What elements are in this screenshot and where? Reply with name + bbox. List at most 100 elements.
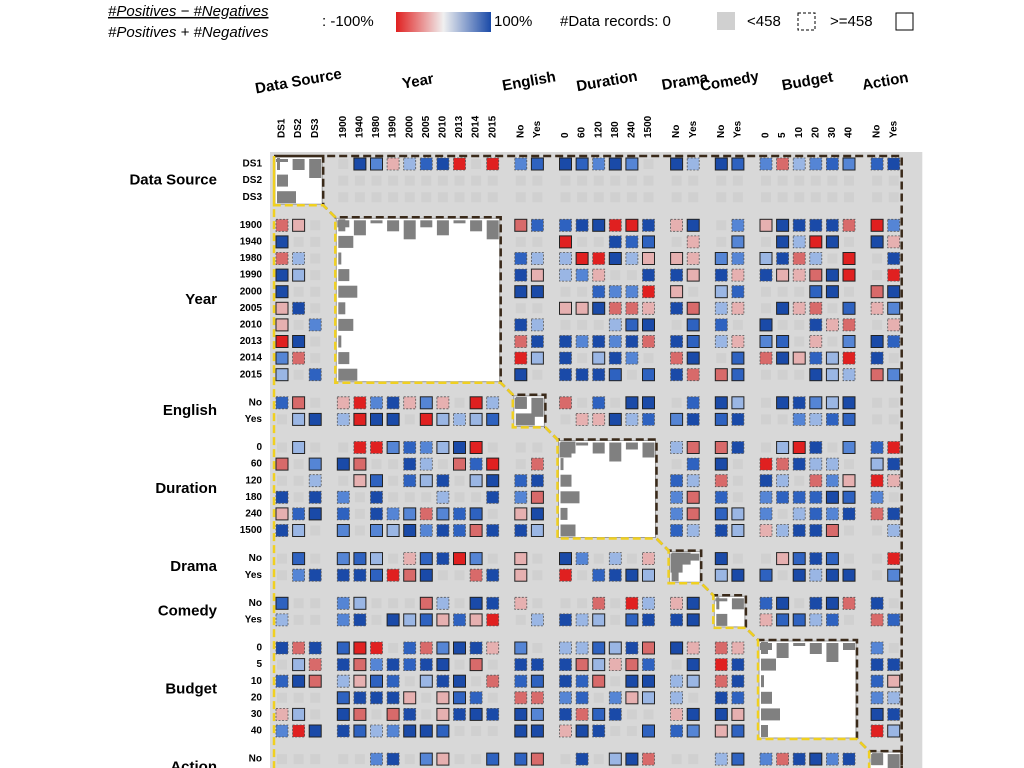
column-label: 0: [761, 132, 772, 138]
cell: [714, 285, 728, 299]
cell: [870, 707, 884, 721]
cell: [776, 218, 790, 232]
empty-cell: [844, 286, 854, 297]
empty-cell: [577, 286, 588, 297]
cell: [436, 524, 450, 537]
cell: [592, 285, 606, 299]
empty-cell: [827, 175, 838, 186]
cell: [436, 707, 450, 721]
hist-bar: [560, 507, 568, 520]
cell: [792, 441, 806, 454]
cell: [292, 252, 306, 265]
hist-bar: [716, 597, 720, 610]
cell: [670, 218, 683, 232]
cell: [514, 596, 528, 610]
column-label: No: [716, 125, 727, 138]
cell: [514, 474, 528, 488]
empty-cell: [421, 192, 432, 203]
empty-cell: [404, 492, 415, 503]
cell: [453, 641, 466, 655]
cell: [759, 268, 773, 282]
empty-cell: [532, 175, 543, 186]
cell: [592, 335, 606, 348]
cell: [436, 474, 450, 488]
empty-cell: [371, 459, 382, 470]
empty-cell: [643, 175, 654, 186]
cell: [419, 658, 433, 671]
cell: [842, 490, 856, 504]
cell: [670, 351, 683, 365]
cell: [292, 335, 306, 348]
cell: [275, 613, 289, 627]
cell: [670, 524, 683, 537]
cell: [592, 658, 606, 672]
row-label: 1990: [240, 270, 263, 281]
empty-cell: [794, 192, 805, 203]
cell: [608, 157, 622, 171]
cell: [642, 568, 655, 582]
cell: [608, 318, 622, 332]
cell: [792, 157, 806, 171]
hist-bar: [687, 553, 700, 561]
empty-cell: [310, 442, 321, 453]
empty-cell: [827, 442, 838, 453]
empty-cell: [532, 570, 543, 581]
empty-cell: [454, 192, 465, 203]
cell: [887, 368, 901, 382]
cell: [275, 318, 289, 332]
empty-cell: [872, 253, 883, 264]
cell: [370, 441, 383, 454]
cell: [292, 507, 306, 521]
column-label: 2005: [421, 115, 432, 138]
row-label: No: [249, 754, 262, 765]
cell: [887, 335, 901, 348]
empty-cell: [293, 459, 304, 470]
cell: [731, 218, 745, 232]
empty-cell: [310, 754, 321, 765]
column-dimension: Comedy: [699, 68, 761, 95]
empty-cell: [515, 192, 526, 203]
empty-cell: [716, 175, 727, 186]
cell: [714, 524, 728, 537]
empty-cell: [293, 754, 304, 765]
hist-bar: [761, 642, 768, 654]
cell: [353, 613, 367, 627]
empty-cell: [454, 397, 465, 408]
hist-bar: [338, 235, 354, 248]
cell: [731, 301, 745, 315]
empty-cell: [277, 659, 287, 670]
row-dimension: Duration: [155, 480, 217, 497]
empty-cell: [310, 270, 321, 281]
cell: [759, 507, 773, 521]
cell: [275, 235, 289, 249]
cell: [575, 157, 589, 171]
cell: [759, 596, 773, 610]
row-dimension: Comedy: [158, 603, 218, 620]
row-label: 1980: [240, 253, 263, 264]
cell: [825, 524, 839, 537]
cell: [608, 218, 622, 232]
empty-cell: [827, 336, 838, 347]
cell: [292, 641, 306, 655]
cell: [336, 457, 350, 471]
empty-cell: [626, 726, 637, 736]
cell: [686, 707, 700, 721]
cell: [336, 641, 350, 655]
cell: [759, 457, 773, 471]
cell: [809, 252, 823, 265]
cell: [370, 157, 383, 171]
cell: [403, 441, 417, 454]
cell: [625, 351, 639, 365]
hist-bar: [560, 491, 580, 504]
empty-cell: [404, 754, 415, 765]
row-dimension: English: [163, 402, 217, 419]
cell: [686, 268, 700, 282]
cell: [353, 658, 367, 672]
row-label: 5: [256, 659, 262, 670]
row-label: No: [249, 397, 262, 408]
cell: [559, 368, 572, 382]
cell: [575, 252, 589, 265]
cell: [870, 351, 884, 365]
empty-cell: [872, 175, 883, 186]
empty-cell: [844, 175, 854, 186]
